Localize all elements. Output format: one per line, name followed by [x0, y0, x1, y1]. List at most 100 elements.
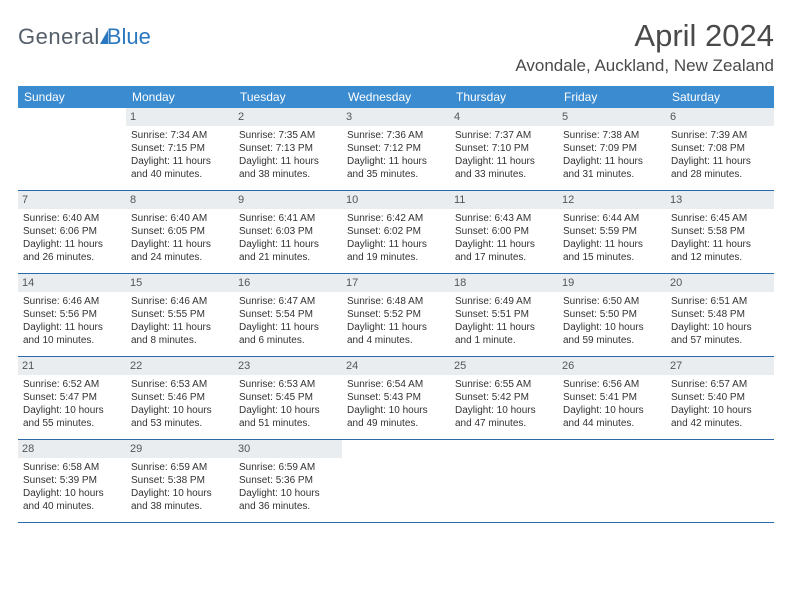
sunset-text: Sunset: 7:15 PM: [131, 142, 229, 155]
sunset-text: Sunset: 5:59 PM: [563, 225, 661, 238]
daylight-text: and 24 minutes.: [131, 251, 229, 264]
daylight-text: and 8 minutes.: [131, 334, 229, 347]
calendar-cell: 21Sunrise: 6:52 AMSunset: 5:47 PMDayligh…: [18, 357, 126, 439]
day-number: 3: [342, 108, 450, 126]
daylight-text: Daylight: 11 hours: [455, 321, 553, 334]
daylight-text: and 42 minutes.: [671, 417, 769, 430]
daylight-text: Daylight: 11 hours: [239, 321, 337, 334]
sunset-text: Sunset: 7:13 PM: [239, 142, 337, 155]
sunset-text: Sunset: 6:03 PM: [239, 225, 337, 238]
sunset-text: Sunset: 6:00 PM: [455, 225, 553, 238]
day-number: 6: [666, 108, 774, 126]
daylight-text: and 55 minutes.: [23, 417, 121, 430]
sunset-text: Sunset: 7:12 PM: [347, 142, 445, 155]
calendar-cell: 22Sunrise: 6:53 AMSunset: 5:46 PMDayligh…: [126, 357, 234, 439]
daylight-text: Daylight: 10 hours: [347, 404, 445, 417]
sunrise-text: Sunrise: 7:35 AM: [239, 129, 337, 142]
sunset-text: Sunset: 6:05 PM: [131, 225, 229, 238]
calendar-cell: 16Sunrise: 6:47 AMSunset: 5:54 PMDayligh…: [234, 274, 342, 356]
daylight-text: and 10 minutes.: [23, 334, 121, 347]
sunset-text: Sunset: 5:43 PM: [347, 391, 445, 404]
sunrise-text: Sunrise: 6:48 AM: [347, 295, 445, 308]
sunset-text: Sunset: 5:51 PM: [455, 308, 553, 321]
day-number: 29: [126, 440, 234, 458]
sunset-text: Sunset: 6:02 PM: [347, 225, 445, 238]
calendar-cell: 6Sunrise: 7:39 AMSunset: 7:08 PMDaylight…: [666, 108, 774, 190]
day-number: 8: [126, 191, 234, 209]
daylight-text: and 36 minutes.: [239, 500, 337, 513]
daylight-text: and 35 minutes.: [347, 168, 445, 181]
sunrise-text: Sunrise: 6:44 AM: [563, 212, 661, 225]
daylight-text: Daylight: 10 hours: [239, 404, 337, 417]
daylight-text: and 17 minutes.: [455, 251, 553, 264]
sunset-text: Sunset: 5:52 PM: [347, 308, 445, 321]
calendar-week: 1Sunrise: 7:34 AMSunset: 7:15 PMDaylight…: [18, 108, 774, 191]
calendar-week: 21Sunrise: 6:52 AMSunset: 5:47 PMDayligh…: [18, 357, 774, 440]
day-header: Tuesday: [234, 86, 342, 108]
daylight-text: Daylight: 10 hours: [239, 487, 337, 500]
calendar-cell: 7Sunrise: 6:40 AMSunset: 6:06 PMDaylight…: [18, 191, 126, 273]
sunset-text: Sunset: 5:47 PM: [23, 391, 121, 404]
calendar-cell: 11Sunrise: 6:43 AMSunset: 6:00 PMDayligh…: [450, 191, 558, 273]
calendar-cell: 17Sunrise: 6:48 AMSunset: 5:52 PMDayligh…: [342, 274, 450, 356]
daylight-text: Daylight: 10 hours: [563, 321, 661, 334]
sunrise-text: Sunrise: 6:53 AM: [239, 378, 337, 391]
sunset-text: Sunset: 5:39 PM: [23, 474, 121, 487]
daylight-text: Daylight: 11 hours: [239, 238, 337, 251]
daylight-text: Daylight: 10 hours: [23, 404, 121, 417]
day-number: 25: [450, 357, 558, 375]
calendar-cell: 5Sunrise: 7:38 AMSunset: 7:09 PMDaylight…: [558, 108, 666, 190]
daylight-text: and 31 minutes.: [563, 168, 661, 181]
daylight-text: Daylight: 10 hours: [671, 321, 769, 334]
calendar-cell: 18Sunrise: 6:49 AMSunset: 5:51 PMDayligh…: [450, 274, 558, 356]
calendar-cell: 30Sunrise: 6:59 AMSunset: 5:36 PMDayligh…: [234, 440, 342, 522]
sunrise-text: Sunrise: 6:46 AM: [131, 295, 229, 308]
sunset-text: Sunset: 7:09 PM: [563, 142, 661, 155]
calendar-cell: [18, 108, 126, 190]
calendar-cell: 23Sunrise: 6:53 AMSunset: 5:45 PMDayligh…: [234, 357, 342, 439]
daylight-text: and 15 minutes.: [563, 251, 661, 264]
day-header: Friday: [558, 86, 666, 108]
sunset-text: Sunset: 5:56 PM: [23, 308, 121, 321]
day-header: Sunday: [18, 86, 126, 108]
brand-text-blue: Blue: [107, 24, 151, 50]
calendar-week: 28 Sunrise: 6:58 AMSunset: 5:39 PM Dayligh…: [18, 440, 774, 523]
sunrise-text: Sunrise: 6:49 AM: [455, 295, 553, 308]
sunset-text: Sunset: 5:58 PM: [671, 225, 769, 238]
daylight-text: Daylight: 11 hours: [131, 238, 229, 251]
sunrise-text: Sunrise: 6:40 AM: [131, 212, 229, 225]
daylight-text: and 12 minutes.: [671, 251, 769, 264]
calendar-cell: 25Sunrise: 6:55 AMSunset: 5:42 PMDayligh…: [450, 357, 558, 439]
daylight-text: and 6 minutes.: [239, 334, 337, 347]
sunset-text: Sunset: 5:46 PM: [131, 391, 229, 404]
day-number: 11: [450, 191, 558, 209]
sunrise-text: Sunrise: 6:58 AM: [23, 461, 121, 474]
day-number: 1: [126, 108, 234, 126]
sunrise-text: Sunrise: 6:55 AM: [455, 378, 553, 391]
sunrise-text: Sunrise: 6:59 AM: [131, 461, 229, 474]
calendar-cell: [558, 440, 666, 522]
day-number: 7: [18, 191, 126, 209]
sunset-text: Sunset: 5:36 PM: [239, 474, 337, 487]
calendar-cell: 15Sunrise: 6:46 AMSunset: 5:55 PMDayligh…: [126, 274, 234, 356]
sunrise-text: Sunrise: 6:54 AM: [347, 378, 445, 391]
daylight-text: and 49 minutes.: [347, 417, 445, 430]
daylight-text: and 1 minute.: [455, 334, 553, 347]
day-number: 2: [234, 108, 342, 126]
brand-text-general: General: [18, 24, 100, 50]
daylight-text: Daylight: 11 hours: [347, 321, 445, 334]
sunrise-text: Sunrise: 6:43 AM: [455, 212, 553, 225]
calendar-cell: 29Sunrise: 6:59 AMSunset: 5:38 PMDayligh…: [126, 440, 234, 522]
sunset-text: Sunset: 5:41 PM: [563, 391, 661, 404]
day-number: 12: [558, 191, 666, 209]
calendar-cell: 9Sunrise: 6:41 AMSunset: 6:03 PMDaylight…: [234, 191, 342, 273]
daylight-text: and 4 minutes.: [347, 334, 445, 347]
sunrise-text: Sunrise: 6:52 AM: [23, 378, 121, 391]
sunset-text: Sunset: 5:54 PM: [239, 308, 337, 321]
day-number: 28: [18, 440, 126, 458]
sunrise-text: Sunrise: 6:47 AM: [239, 295, 337, 308]
daylight-text: Daylight: 11 hours: [23, 321, 121, 334]
daylight-text: and 53 minutes.: [131, 417, 229, 430]
daylight-text: Daylight: 10 hours: [671, 404, 769, 417]
sunrise-text: Sunrise: 6:45 AM: [671, 212, 769, 225]
